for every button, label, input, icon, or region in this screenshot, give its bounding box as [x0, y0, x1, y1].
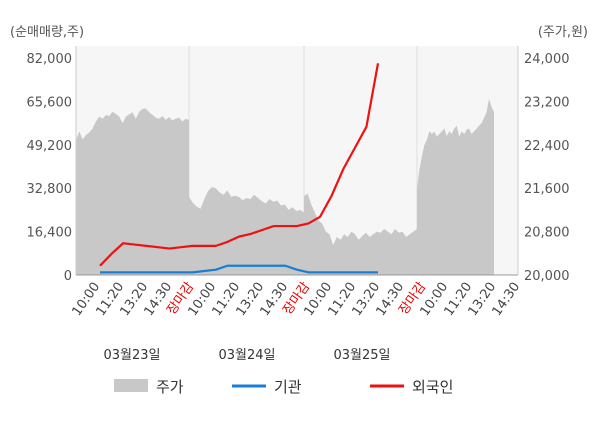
legend-label: 기관 — [274, 378, 302, 396]
right-axis-unit: (주가,원) — [538, 25, 588, 40]
right-tick-label: 20,000 — [524, 269, 570, 284]
left-tick-label: 32,800 — [27, 182, 73, 197]
left-tick-label: 0 — [64, 269, 72, 284]
right-tick-label: 21,600 — [524, 182, 570, 197]
right-tick-label: 24,000 — [524, 52, 570, 67]
date-label: 03월25일 — [333, 348, 390, 363]
legend-label: 주가 — [156, 378, 184, 396]
institution-line — [100, 264, 378, 274]
date-label: 03월24일 — [218, 348, 275, 363]
legend-label: 외국인 — [412, 378, 453, 396]
legend-swatch-price — [114, 379, 148, 392]
right-axis-ticks: 24,000 23,200 22,400 21,600 20,800 20,000 — [524, 52, 570, 284]
left-tick-label: 49,200 — [27, 139, 73, 154]
left-tick-label: 16,400 — [27, 226, 73, 241]
foreign-line — [99, 63, 380, 267]
date-label: 03월23일 — [103, 348, 160, 363]
price-area-day-3 — [417, 98, 494, 275]
trading-lines — [99, 63, 380, 274]
right-tick-label: 22,400 — [524, 139, 570, 154]
x-axis-ticks: 10:0011:2013:2014:30장마감10:0011:2013:2014… — [69, 280, 523, 319]
left-tick-label: 65,600 — [27, 95, 73, 110]
right-tick-label: 20,800 — [524, 226, 570, 241]
price-area-series — [76, 98, 494, 275]
price-area-day-1 — [189, 187, 304, 275]
price-area-day-2 — [304, 193, 417, 275]
date-labels: 03월23일 03월24일 03월25일 — [103, 348, 390, 363]
left-axis-ticks: 82,000 65,600 49,200 32,800 16,400 0 — [27, 52, 73, 284]
right-tick-label: 23,200 — [524, 95, 570, 110]
left-axis-unit: (순매매량,주) — [10, 25, 84, 40]
price-area-day-0 — [76, 108, 189, 275]
left-tick-label: 82,000 — [27, 52, 73, 67]
legend: 주가 기관 외국인 — [114, 378, 453, 396]
